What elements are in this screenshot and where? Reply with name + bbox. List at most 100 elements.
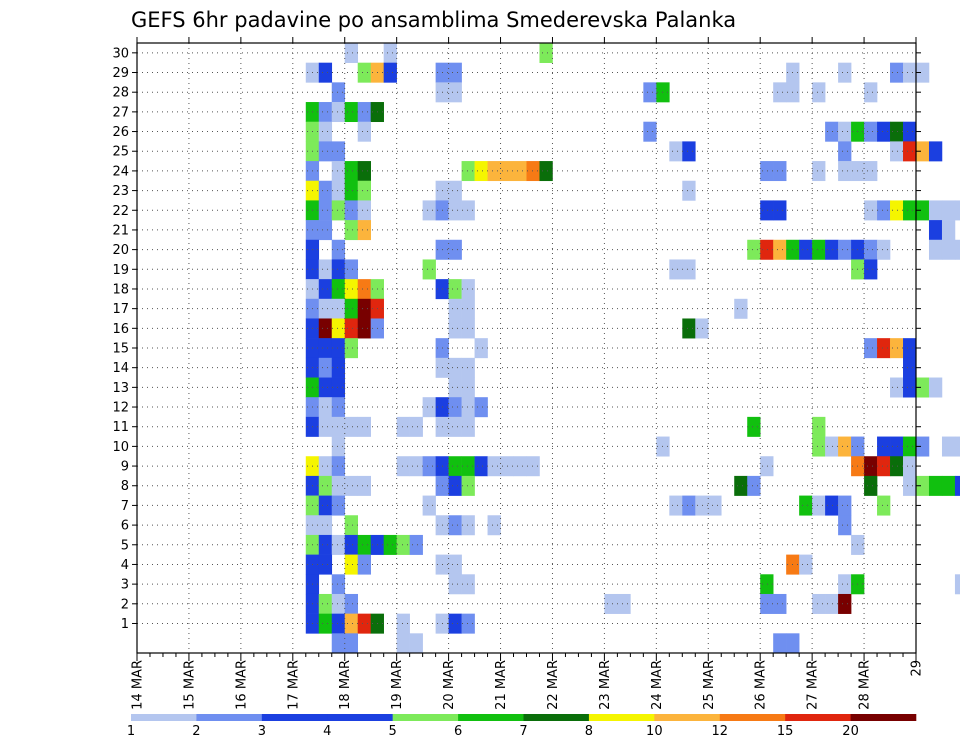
heatmap-cell bbox=[864, 82, 878, 103]
heatmap-cell bbox=[825, 593, 839, 614]
x-tick-label: 15 MAR bbox=[182, 660, 197, 710]
heatmap-cell bbox=[773, 82, 787, 103]
heatmap-cell bbox=[422, 397, 436, 418]
y-tick-label: 17 bbox=[112, 302, 129, 317]
heatmap-cell bbox=[539, 43, 553, 63]
x-tick-label: 23 MAR bbox=[598, 660, 613, 710]
y-tick-label: 27 bbox=[112, 105, 129, 120]
y-tick-label: 13 bbox=[112, 381, 129, 396]
heatmap-cell bbox=[461, 279, 475, 300]
heatmap-cell bbox=[344, 534, 359, 555]
heatmap-cell bbox=[318, 338, 333, 359]
heatmap-cell bbox=[474, 161, 488, 182]
heatmap-cell bbox=[448, 377, 462, 398]
heatmap-cell bbox=[357, 613, 371, 634]
heatmap-cell bbox=[890, 200, 904, 221]
heatmap-cell bbox=[890, 338, 904, 359]
x-tick-label: 29 bbox=[910, 660, 925, 677]
heatmap-cell bbox=[864, 121, 878, 142]
x-tick-label: 16 MAR bbox=[234, 660, 249, 710]
heatmap-cell bbox=[864, 338, 878, 359]
heatmap-cell bbox=[383, 534, 397, 555]
heatmap-cell bbox=[331, 239, 346, 260]
heatmap-cell bbox=[448, 357, 462, 378]
heatmap-cell bbox=[954, 574, 960, 595]
heatmap-cell bbox=[954, 200, 960, 221]
x-tick-label: 25 MAR bbox=[702, 660, 717, 710]
chart-title: GEFS 6hr padavine po ansamblima Smederev… bbox=[131, 8, 736, 32]
heatmap-cell bbox=[318, 515, 333, 536]
heatmap-cell bbox=[799, 554, 813, 575]
colorbar-tick-label: 5 bbox=[389, 724, 397, 739]
heatmap-cell bbox=[838, 495, 852, 516]
colorbar-tick-label: 7 bbox=[519, 724, 527, 739]
heatmap-cell bbox=[812, 495, 826, 516]
heatmap-cell bbox=[461, 357, 475, 378]
heatmap-cell bbox=[773, 593, 787, 614]
heatmap-cell bbox=[448, 574, 462, 595]
heatmap-cell bbox=[357, 102, 371, 123]
heatmap-cell bbox=[331, 593, 346, 614]
heatmap-cell bbox=[539, 161, 553, 182]
heatmap-cell bbox=[513, 456, 527, 477]
heatmap-cell bbox=[864, 239, 878, 260]
y-tick-label: 16 bbox=[112, 322, 129, 337]
heatmap-cell bbox=[331, 318, 346, 339]
heatmap-cell bbox=[344, 43, 359, 63]
y-tick-label: 26 bbox=[112, 125, 129, 140]
heatmap-cell bbox=[954, 436, 960, 457]
heatmap-cell bbox=[396, 416, 410, 437]
heatmap-cell bbox=[760, 239, 774, 260]
heatmap-cell bbox=[461, 200, 475, 221]
heatmap-cell bbox=[331, 613, 346, 634]
x-tick-label: 26 MAR bbox=[754, 660, 769, 710]
heatmap-cell bbox=[825, 436, 839, 457]
y-tick-label: 4 bbox=[121, 558, 129, 573]
heatmap-cell bbox=[331, 574, 346, 595]
heatmap-cell bbox=[318, 377, 333, 398]
colorbar-tick-label: 2 bbox=[192, 724, 200, 739]
heatmap-cell bbox=[448, 82, 462, 103]
x-tick-label: 27 MAR bbox=[806, 660, 821, 710]
x-tick-label: 14 MAR bbox=[131, 660, 146, 710]
heatmap-cell bbox=[318, 475, 333, 496]
heatmap-cell bbox=[318, 121, 333, 142]
heatmap-cell bbox=[526, 456, 540, 477]
heatmap-cell bbox=[331, 495, 346, 516]
colorbar-swatch bbox=[196, 714, 263, 721]
heatmap-cell bbox=[890, 141, 904, 162]
heatmap-cell bbox=[695, 318, 709, 339]
heatmap-cell bbox=[487, 161, 501, 182]
heatmap-cell bbox=[396, 456, 410, 477]
heatmap-cell bbox=[682, 495, 696, 516]
heatmap-cell bbox=[448, 200, 462, 221]
heatmap-cell bbox=[448, 613, 462, 634]
heatmap-cell bbox=[331, 416, 346, 437]
x-tick-label: 21 MAR bbox=[494, 660, 509, 710]
heatmap-cell bbox=[357, 554, 371, 575]
heatmap-cell bbox=[760, 161, 774, 182]
colorbar-swatch bbox=[458, 714, 524, 721]
y-tick-label: 28 bbox=[112, 86, 129, 101]
heatmap-cell bbox=[916, 377, 930, 398]
y-tick-label: 11 bbox=[112, 420, 129, 435]
heatmap-cell bbox=[604, 593, 618, 614]
y-tick-label: 24 bbox=[112, 164, 129, 179]
colorbar-tick-label: 8 bbox=[585, 724, 593, 739]
heatmap-cell bbox=[877, 200, 891, 221]
y-tick-label: 15 bbox=[112, 342, 129, 357]
colorbar-tick-label: 10 bbox=[646, 724, 663, 739]
colorbar-swatch bbox=[327, 714, 393, 721]
heatmap-cell bbox=[916, 436, 930, 457]
heatmap-cell bbox=[461, 298, 475, 319]
heatmap-cell bbox=[760, 456, 774, 477]
y-tick-label: 20 bbox=[112, 243, 129, 258]
heatmap-cell bbox=[669, 141, 683, 162]
heatmap-cell bbox=[448, 318, 462, 339]
heatmap-cell bbox=[760, 574, 774, 595]
heatmap-cell bbox=[448, 239, 462, 260]
dotted-grid bbox=[137, 43, 916, 653]
heatmap-cell bbox=[318, 416, 333, 437]
x-tick-label: 28 MAR bbox=[858, 660, 873, 710]
